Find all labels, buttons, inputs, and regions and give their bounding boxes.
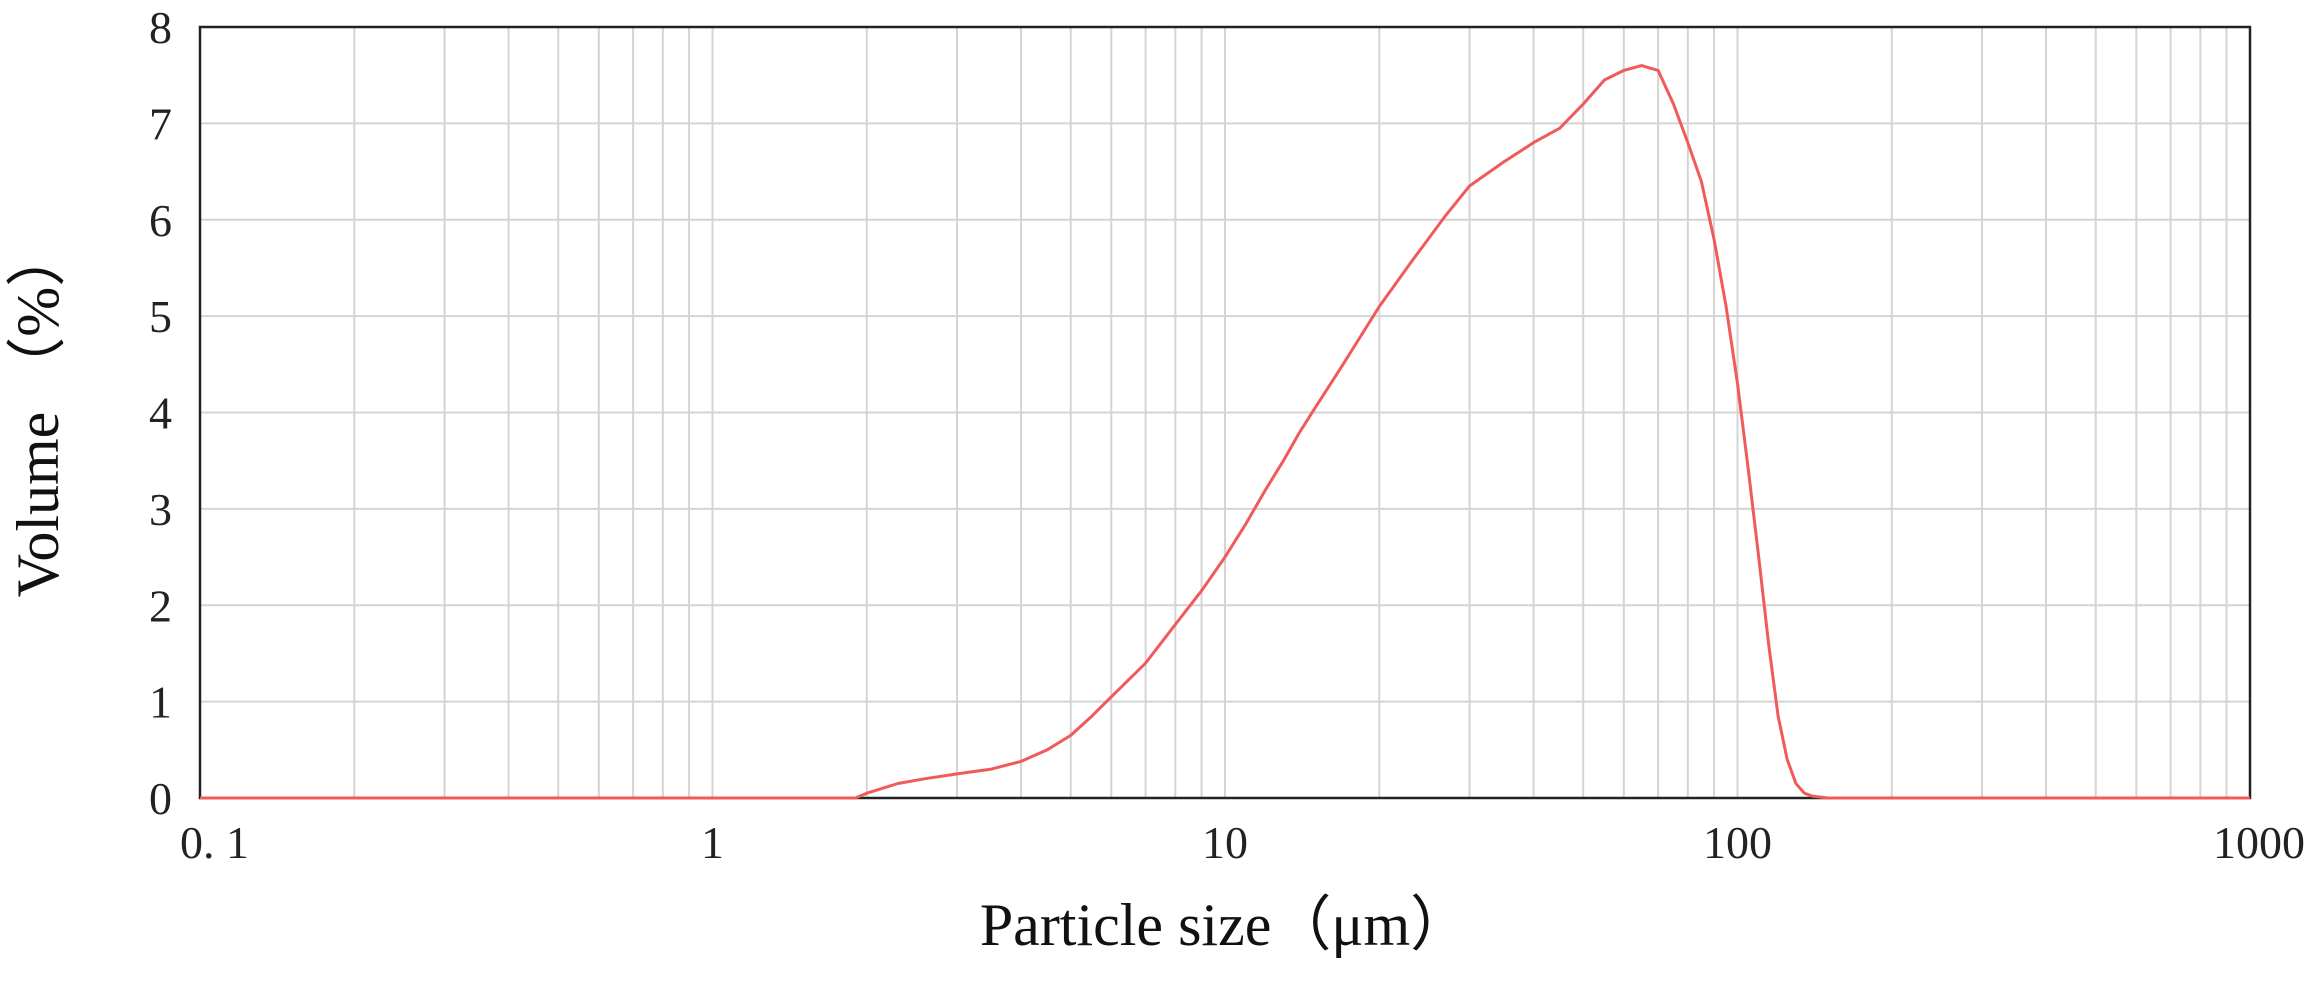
x-tick-label: 1000 — [2213, 817, 2305, 868]
y-tick-label: 1 — [149, 677, 172, 728]
y-tick-label: 2 — [149, 580, 172, 631]
y-tick-label: 8 — [149, 2, 172, 53]
x-tick-labels: 0. 1 1 10 100 1000 — [180, 817, 2305, 868]
y-tick-label: 7 — [149, 98, 172, 149]
y-tick-label: 6 — [149, 195, 172, 246]
y-tick-label: 3 — [149, 484, 172, 535]
y-gridlines — [200, 122, 2250, 703]
y-tick-label: 4 — [149, 388, 172, 439]
x-tick-label: 1 — [701, 817, 724, 868]
y-tick-labels: 0 1 2 3 4 5 6 7 8 — [149, 2, 172, 824]
y-tick-label: 0 — [149, 773, 172, 824]
x-tick-label: 0. 1 — [180, 817, 249, 868]
x-axis-title: Particle size（μm） — [980, 892, 1470, 958]
volume-distribution-line — [200, 64, 2250, 800]
x-tick-label: 100 — [1703, 817, 1772, 868]
y-axis-title: Volume （%） — [5, 227, 71, 598]
plot-frame — [198, 25, 2252, 800]
y-tick-label: 5 — [149, 291, 172, 342]
x-tick-label: 10 — [1202, 817, 1248, 868]
